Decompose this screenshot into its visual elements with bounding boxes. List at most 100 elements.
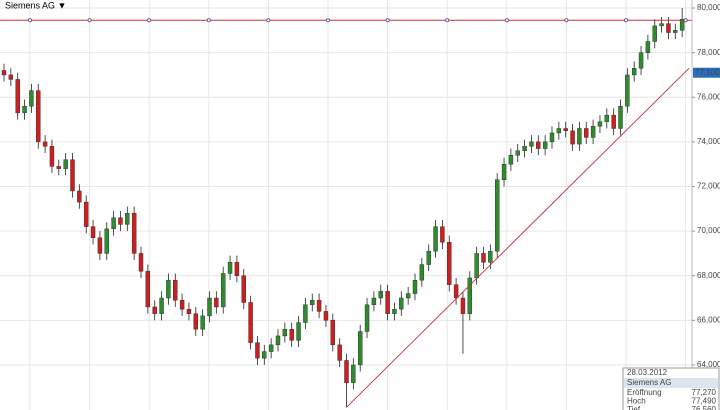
candle-body — [214, 297, 219, 308]
info-label: Tief — [627, 405, 641, 410]
candle-body — [159, 297, 164, 314]
candle-body — [611, 114, 616, 129]
candle-body — [234, 262, 240, 276]
candle-body — [584, 128, 589, 138]
y-tick-label: 64,000 — [697, 360, 720, 369]
candle-body — [316, 300, 322, 312]
line-handle — [206, 18, 211, 23]
candle-body — [364, 304, 370, 332]
candle-body — [570, 130, 575, 145]
candle-body — [15, 79, 20, 114]
info-label: Hoch — [627, 397, 646, 406]
y-tick-label: 80,000 — [697, 3, 720, 12]
candle-body — [460, 297, 466, 314]
candle-body — [152, 306, 157, 314]
candle-body — [97, 237, 103, 254]
candle-body — [371, 297, 377, 305]
info-box: 28.03.2012 Siemens AG Eröffnung 77,270 Hoc… — [622, 367, 720, 410]
candle-body — [522, 146, 527, 151]
candle-body — [625, 74, 630, 107]
candle-body — [467, 277, 472, 314]
candle-body — [145, 271, 151, 308]
candle-body — [501, 163, 507, 180]
candle-body — [70, 159, 75, 192]
info-date: 28.03.2012 — [627, 368, 668, 377]
candle-body — [255, 342, 260, 359]
candle-body — [118, 217, 123, 225]
line-handle — [504, 18, 509, 23]
candle-body — [632, 68, 637, 76]
chart-title[interactable]: Siemens AG ▼ — [5, 0, 66, 10]
candle-body — [351, 364, 356, 383]
candle-body — [29, 90, 34, 107]
candle-body — [378, 291, 383, 299]
candle-body — [173, 279, 178, 301]
candle-body — [22, 105, 27, 114]
candle-body — [36, 90, 41, 143]
candle-body — [447, 242, 452, 285]
candle-body — [549, 132, 555, 143]
y-tick-label: 78,000 — [697, 48, 720, 57]
candle-body — [131, 213, 137, 254]
candle-body — [597, 121, 603, 127]
price-marker-label: 77,100 — [695, 68, 720, 77]
candle-body — [166, 279, 171, 299]
trendline — [346, 67, 690, 408]
price-marker — [693, 67, 720, 78]
candle-body — [289, 329, 294, 341]
candle-body — [77, 190, 82, 203]
candle-body — [8, 74, 14, 80]
candle-body — [241, 275, 246, 303]
candle-body — [200, 315, 205, 330]
candle-body — [604, 114, 609, 122]
candle-body — [344, 360, 349, 383]
candle-body — [282, 329, 288, 337]
info-value: 76,560 — [692, 405, 717, 410]
candle-body — [220, 273, 226, 308]
line-handle — [624, 18, 629, 23]
candle-body — [508, 155, 514, 165]
candle-body — [666, 23, 671, 33]
candle-body — [337, 344, 342, 361]
y-tick-label: 70,000 — [697, 226, 720, 235]
candle-body — [515, 150, 520, 156]
candle-body — [673, 30, 678, 33]
candle-body — [63, 159, 68, 169]
info-name: Siemens AG — [627, 378, 671, 387]
y-tick-label: 68,000 — [697, 271, 720, 280]
line-handle — [385, 18, 390, 23]
candle-body — [49, 146, 55, 167]
line-handle — [266, 18, 271, 23]
candle-body — [412, 279, 418, 294]
line-handle — [683, 18, 688, 23]
candle-body — [556, 128, 562, 134]
candle-body — [495, 179, 500, 252]
info-value: 77,490 — [692, 397, 717, 406]
candle-body — [563, 128, 568, 131]
candle-body — [433, 226, 438, 252]
candle-body — [405, 293, 411, 299]
candle-body — [488, 250, 493, 263]
candle-body — [303, 304, 308, 323]
y-tick-label: 76,000 — [697, 92, 720, 101]
candle-body — [577, 128, 582, 145]
candle-body — [542, 141, 548, 149]
candle-body — [590, 126, 596, 138]
candle-body — [275, 335, 281, 346]
candle-body — [90, 226, 96, 238]
candle-body — [679, 18, 685, 31]
candle-body — [536, 141, 541, 149]
y-tick-label: 66,000 — [697, 315, 720, 324]
candle-body — [193, 313, 199, 330]
candle-body — [111, 217, 116, 230]
candle-body — [268, 344, 274, 352]
candle-body — [125, 213, 130, 225]
candle-body — [207, 297, 212, 317]
line-handle — [445, 18, 450, 23]
candle-body — [323, 311, 329, 321]
candle-body — [1, 70, 7, 76]
candle-body — [330, 320, 335, 346]
candle-body — [529, 141, 534, 147]
candle-body — [440, 226, 445, 243]
